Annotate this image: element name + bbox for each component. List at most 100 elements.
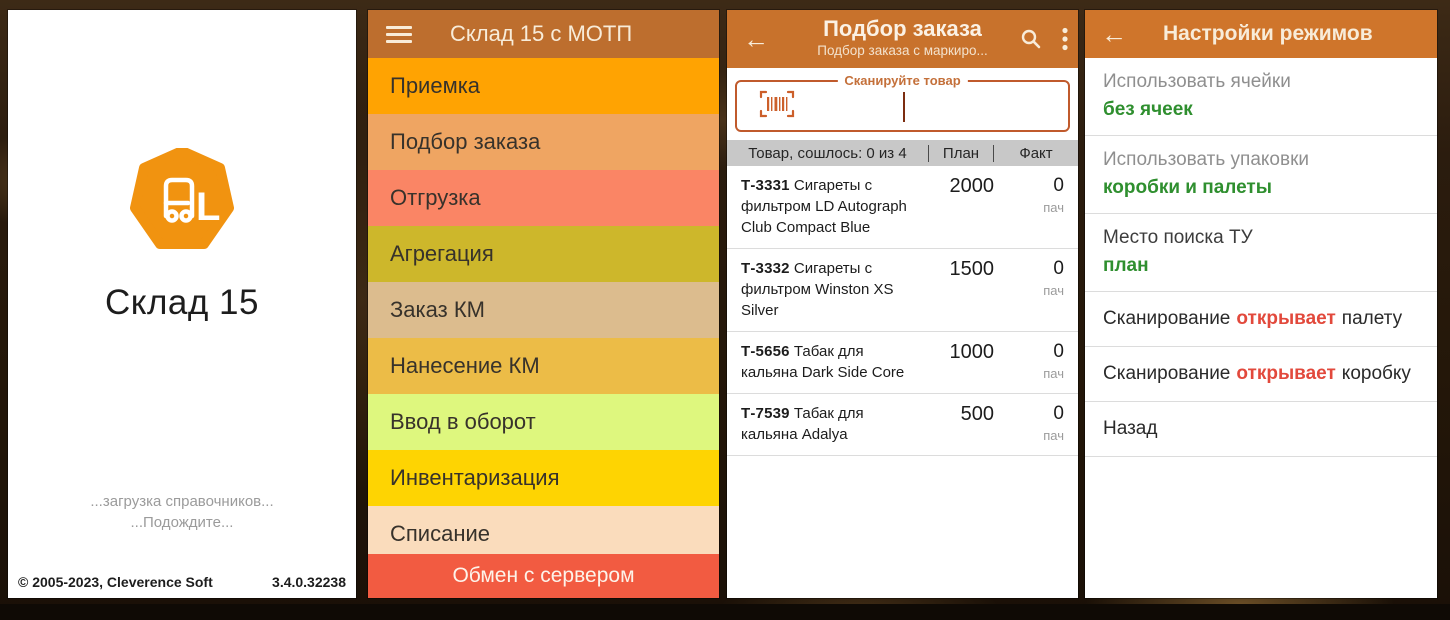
barcode-icon	[759, 89, 795, 124]
table-row[interactable]: Т-5656 Табак для кальяна Dark Side Core …	[727, 332, 1078, 394]
copyright-text: © 2005-2023, Cleverence Soft	[18, 574, 213, 590]
setting-scan-opens-box[interactable]: Сканирование открывает коробку	[1085, 347, 1437, 402]
loading-status: ...загрузка справочников... ...Подождите…	[90, 491, 273, 535]
action-highlight: открывает	[1236, 308, 1336, 329]
loading-line-2: ...Подождите...	[130, 514, 234, 532]
fact-value: 0	[1053, 175, 1064, 196]
product-table-header: Товар, сошлось: 0 из 4 План Факт	[727, 140, 1078, 166]
action-text: коробку	[1341, 363, 1411, 384]
setting-label: Место поиска ТУ	[1103, 227, 1253, 248]
scan-input[interactable]: Сканируйте товар	[735, 73, 1070, 132]
setting-label: Использовать ячейки	[1103, 71, 1291, 92]
menu-item-label: Отгрузка	[390, 185, 481, 210]
splash-footer: © 2005-2023, Cleverence Soft 3.4.0.32238	[8, 568, 356, 598]
action-text: палету	[1341, 308, 1403, 329]
menu-item-label: Ввод в оборот	[390, 409, 536, 434]
menu-item-otgruzka[interactable]: Отгрузка	[368, 170, 719, 226]
product-name: Т-3332 Сигареты с фильтром Winston XS Si…	[741, 260, 894, 319]
order-picking-header: ← Подбор заказа Подбор заказа с маркиро.…	[727, 10, 1078, 68]
menu-item-priemka[interactable]: Приемка	[368, 58, 719, 114]
setting-use-cells[interactable]: Использовать ячейки без ячеек	[1085, 58, 1437, 136]
app-title: Склад 15	[105, 283, 259, 322]
table-row[interactable]: Т-3332 Сигареты с фильтром Winston XS Si…	[727, 249, 1078, 332]
back-button-label: Назад	[1103, 418, 1158, 439]
fact-value: 0	[1053, 341, 1064, 362]
back-arrow-icon[interactable]: ←	[743, 24, 769, 54]
product-name: Т-7539 Табак для кальяна Adalya	[741, 405, 864, 443]
overflow-menu-icon[interactable]	[1062, 27, 1068, 51]
hamburger-menu-icon[interactable]	[386, 22, 412, 47]
menu-item-inventarizatsiya[interactable]: Инвентаризация	[368, 450, 719, 506]
menu-item-agregatsiya[interactable]: Агрегация	[368, 226, 719, 282]
fact-unit: пач	[1043, 200, 1064, 215]
menu-item-label: Заказ КМ	[390, 297, 485, 322]
mode-settings-header: ← Настройки режимов	[1085, 10, 1437, 58]
main-menu-screen: Склад 15 с МОТП Приемка Подбор заказа От…	[368, 10, 719, 598]
fact-value: 0	[1053, 403, 1064, 424]
table-row[interactable]: Т-3331 Сигареты с фильтром LD Autograph …	[727, 166, 1078, 249]
splash-body: L Склад 15 ...загрузка справочников... .…	[8, 10, 356, 568]
fact-cell: 0 пач	[994, 403, 1064, 445]
column-plan: План	[942, 144, 980, 162]
fact-unit: пач	[1043, 428, 1064, 443]
menu-item-label: Приемка	[390, 73, 481, 98]
action-text: Сканирование	[1103, 363, 1231, 384]
plan-value: 2000	[949, 175, 995, 197]
text-cursor	[902, 92, 905, 122]
back-arrow-icon[interactable]: ←	[1101, 19, 1127, 49]
menu-item-vvod-v-oborot[interactable]: Ввод в оборот	[368, 394, 719, 450]
order-picking-screen: ← Подбор заказа Подбор заказа с маркиро.…	[727, 10, 1078, 598]
plan-value: 1500	[949, 258, 995, 280]
menu-item-label: Инвентаризация	[390, 465, 560, 490]
scan-prompt-label: Сканируйте товар	[837, 73, 968, 88]
menu-item-label: Нанесение КМ	[390, 353, 540, 378]
setting-search-place[interactable]: Место поиска ТУ план	[1085, 214, 1437, 292]
plan-value: 500	[960, 403, 994, 425]
product-name: Т-5656 Табак для кальяна Dark Side Core	[741, 343, 905, 381]
product-name: Т-3331 Сигареты с фильтром LD Autograph …	[741, 177, 907, 236]
setting-value: без ячеек	[1103, 99, 1193, 120]
action-text: Сканирование	[1103, 308, 1231, 329]
settings-list: Использовать ячейки без ячеек Использова…	[1085, 58, 1437, 598]
plan-value: 1000	[949, 341, 995, 363]
version-number: 3.4.0.32238	[272, 574, 346, 590]
cleverence-logo-icon: L	[130, 146, 234, 257]
setting-scan-opens-pallet[interactable]: Сканирование открывает палету	[1085, 292, 1437, 347]
menu-item-label: Подбор заказа	[390, 129, 541, 154]
menu-item-podbor-zakaza[interactable]: Подбор заказа	[368, 114, 719, 170]
fact-cell: 0 пач	[994, 175, 1064, 238]
table-row[interactable]: Т-7539 Табак для кальяна Adalya 500 0 па…	[727, 394, 1078, 456]
action-highlight: открывает	[1236, 363, 1336, 384]
main-menu-title: Склад 15 с МОТП	[450, 21, 633, 46]
column-fact: Факт	[1019, 144, 1053, 162]
mode-settings-title: Настройки режимов	[1163, 22, 1373, 45]
setting-use-packaging[interactable]: Использовать упаковки коробки и палеты	[1085, 136, 1437, 214]
fact-unit: пач	[1043, 366, 1064, 381]
column-product: Товар, сошлось: 0 из 4	[748, 144, 907, 162]
server-exchange-label: Обмен с сервером	[452, 564, 635, 587]
scan-panel: Сканируйте товар	[727, 68, 1078, 140]
loading-line-1: ...загрузка справочников...	[90, 492, 274, 510]
operations-menu: Приемка Подбор заказа Отгрузка Агрегация…	[368, 58, 719, 554]
fact-value: 0	[1053, 258, 1064, 279]
fact-cell: 0 пач	[994, 258, 1064, 321]
menu-item-label: Списание	[390, 521, 490, 546]
back-button[interactable]: Назад	[1085, 402, 1437, 457]
main-menu-header: Склад 15 с МОТП	[368, 10, 719, 58]
menu-item-spisanie[interactable]: Списание	[368, 506, 719, 554]
mode-settings-screen: ← Настройки режимов Использовать ячейки …	[1085, 10, 1437, 598]
fact-cell: 0 пач	[994, 341, 1064, 383]
search-icon[interactable]	[1020, 28, 1042, 50]
server-exchange-button[interactable]: Обмен с сервером	[368, 554, 719, 598]
menu-item-label: Агрегация	[390, 241, 494, 266]
splash-screen: L Склад 15 ...загрузка справочников... .…	[8, 10, 356, 598]
column-divider	[928, 144, 929, 162]
fact-unit: пач	[1043, 283, 1064, 298]
menu-item-nanesenie-km[interactable]: Нанесение КМ	[368, 338, 719, 394]
menu-item-zakaz-km[interactable]: Заказ КМ	[368, 282, 719, 338]
product-list: Т-3331 Сигареты с фильтром LD Autograph …	[727, 166, 1078, 598]
setting-label: Использовать упаковки	[1103, 149, 1310, 170]
setting-value: план	[1103, 255, 1149, 276]
logo-letter: L	[196, 185, 220, 229]
column-divider	[993, 144, 994, 162]
